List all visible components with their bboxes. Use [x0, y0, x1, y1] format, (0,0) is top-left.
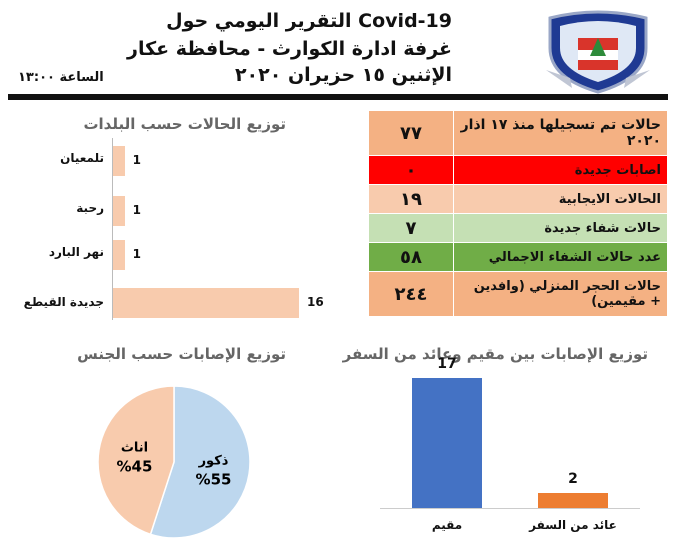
stat-label: اصابات جديدة: [453, 155, 668, 185]
stats-row-recovered-new: ٧ حالات شفاء جديدة: [368, 213, 668, 243]
stat-value: ٠: [368, 155, 454, 185]
stats-row-new: ٠ اصابات جديدة: [368, 155, 668, 185]
town-bar: [113, 146, 125, 176]
towns-chart: تلمعيان 1 رحبة 1 نهر البارد 1 جديدة القي…: [18, 138, 358, 328]
stat-label: حالات تم تسجيلها منذ ١٧ اذار ٢٠٢٠: [453, 110, 668, 156]
stats-row-recovered-total: ٥٨ عدد حالات الشفاء الاجمالي: [368, 242, 668, 272]
female-slice: [97, 385, 175, 536]
town-label: تلمعيان: [60, 151, 104, 165]
logo-shield-icon: [546, 10, 650, 94]
report-time: الساعة ١٣:٠٠: [18, 70, 104, 85]
town-bar: [113, 288, 299, 318]
origin-chart: 17 مقيم 2 عائد من السفر: [360, 356, 660, 542]
gender-pie-chart: ذكور %55 اناث %45: [97, 385, 251, 539]
stat-value: ٧٧: [368, 110, 454, 156]
male-label: ذكور: [198, 453, 229, 468]
stats-row-quarantine: ٢٤٤ حالات الحجر المنزلي (وافدين + مقيمين…: [368, 271, 668, 317]
stats-table: ٧٧ حالات تم تسجيلها منذ ١٧ اذار ٢٠٢٠ ٠ ا…: [368, 110, 668, 317]
travel-value: 2: [568, 470, 578, 487]
travel-label: عائد من السفر: [529, 518, 617, 532]
female-percent: %45: [117, 458, 153, 476]
town-label: نهر البارد: [48, 245, 104, 259]
stat-value: ١٩: [368, 184, 454, 214]
header-divider: [8, 94, 668, 100]
gender-chart-title: توزيع الإصابات حسب الجنس: [77, 345, 286, 363]
report-subtitle: غرفة ادارة الكوارث - محافظة عكار: [127, 38, 452, 60]
stat-value: ٥٨: [368, 242, 454, 272]
town-label: جديدة القيطع: [23, 295, 104, 309]
resident-value: 17: [437, 356, 457, 372]
town-bar: [113, 240, 125, 270]
resident-bar: [412, 378, 482, 508]
town-value: 16: [307, 295, 324, 309]
town-label: رحبة: [76, 201, 104, 215]
stats-row-total: ٧٧ حالات تم تسجيلها منذ ١٧ اذار ٢٠٢٠: [368, 110, 668, 156]
town-bar: [113, 196, 125, 226]
stats-row-positive: ١٩ الحالات الايجابية: [368, 184, 668, 214]
origin-axis: [380, 508, 640, 509]
stat-value: ٧: [368, 213, 454, 243]
towns-chart-title: توزيع الحالات حسب البلدات: [83, 115, 286, 133]
town-value: 1: [132, 203, 141, 217]
town-value: 1: [132, 153, 141, 167]
stat-label: حالات الحجر المنزلي (وافدين + مقيمين): [453, 271, 668, 317]
town-value: 1: [132, 247, 141, 261]
travel-bar: [538, 492, 608, 508]
stat-label: عدد حالات الشفاء الاجمالي: [453, 242, 668, 272]
male-slice: [149, 385, 251, 539]
resident-label: مقيم: [431, 518, 463, 532]
towns-chart-axis: [112, 138, 113, 320]
male-percent: %55: [196, 470, 232, 488]
origin-chart-title: توزيع الإصابات بين مقيم وعائد من السفر: [342, 345, 648, 363]
report-date: الإثنين ١٥ حزيران ٢٠٢٠: [234, 64, 452, 86]
report-title: التقرير اليومي حول Covid-19: [166, 10, 452, 32]
stat-label: حالات شفاء جديدة: [453, 213, 668, 243]
stat-value: ٢٤٤: [368, 271, 454, 317]
female-label: اناث: [121, 441, 148, 456]
stat-label: الحالات الايجابية: [453, 184, 668, 214]
